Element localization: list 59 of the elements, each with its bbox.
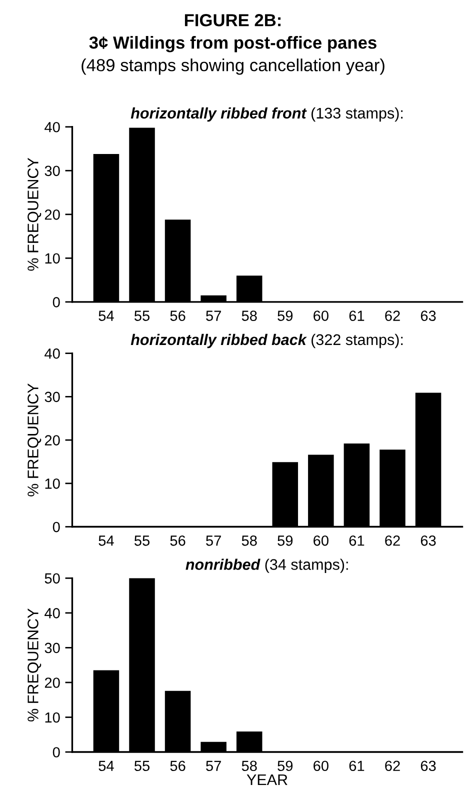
chart-title: horizontally ribbed back [130,334,307,348]
y-tick-label: 0 [52,297,60,308]
x-tick-label: 58 [242,310,257,321]
x-tick-label: 55 [134,536,150,546]
text: (489 stamps showing cancellation year) [82,58,384,75]
x-tick-label: 62 [385,310,400,321]
y-tick-label: 40 [44,348,60,359]
x-tick-label: 59 [278,760,293,772]
x-axis-title: YEAR [246,774,288,786]
x-tick-label: 54 [98,310,114,321]
chart-subtitle: (322 stamps): [312,334,403,348]
x-tick-label: 57 [206,310,221,321]
x-tick-label: 55 [134,310,150,321]
x-tick-label: 60 [314,535,328,546]
x-tick-label: 54 [98,536,114,546]
x-tick-label: 62 [385,760,400,772]
x-tick-label: 63 [420,760,436,772]
x-tick-label: 57 [206,760,221,772]
y-axis-title: % FREQUENCY [28,384,42,496]
caption: FIGURE 2B: [184,14,281,26]
y-tick-label: 30 [44,642,60,654]
x-tick-label: 61 [349,535,364,546]
y-tick-label: 20 [44,210,60,220]
x-tick-label: 59 [278,535,293,546]
x-tick-label: 60 [314,310,328,321]
y-tick-label: 50 [44,573,60,584]
y-tick-label: 40 [44,608,60,618]
x-tick-label: 63 [420,310,436,321]
y-tick-label: 0 [52,522,60,532]
chart-title: horizontally ribbed front [130,107,307,122]
y-tick-label: 40 [44,122,60,132]
x-tick-label: 62 [385,535,400,546]
chart-title: nonribbed [186,558,260,570]
x-tick-label: 61 [349,310,364,321]
y-tick-label: 10 [45,253,60,264]
y-tick-label: 30 [44,392,60,402]
x-tick-label: 56 [170,760,186,772]
chart-subtitle: (34 stamps): [265,558,348,573]
y-tick-label: 30 [44,166,60,176]
chart-subtitle: (133 stamps): [311,107,403,122]
y-tick-label: 20 [44,678,60,688]
y-tick-label: 10 [45,478,60,489]
x-tick-label: 57 [206,536,221,546]
y-axis-title: % FREQUENCY [28,158,42,271]
x-tick-label: 58 [242,760,257,772]
y-tick-label: 20 [44,435,60,446]
x-tick-label: 61 [349,760,364,772]
x-tick-label: 58 [242,535,257,546]
y-tick-label: 0 [52,747,60,758]
x-tick-label: 59 [278,310,293,321]
x-tick-label: 60 [314,760,328,772]
x-tick-label: 56 [170,310,186,321]
x-tick-label: 56 [170,535,186,546]
x-tick-label: 54 [98,760,114,772]
x-tick-label: 55 [134,760,150,772]
y-tick-label: 10 [45,712,60,723]
y-axis-title: % FREQUENCY [28,608,42,722]
x-tick-label: 63 [420,535,436,546]
text: 3¢ Wildings from post-office panes [89,36,376,52]
